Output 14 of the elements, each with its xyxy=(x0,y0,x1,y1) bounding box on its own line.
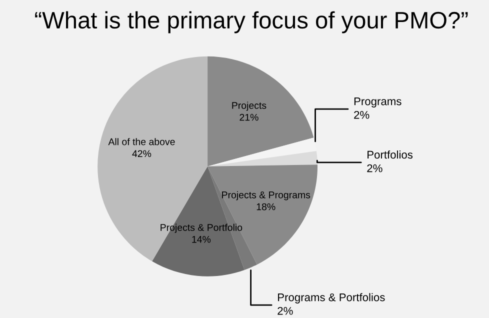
slice-label: Projects & Programs xyxy=(222,191,310,200)
data-label: 21% xyxy=(240,114,258,121)
data-label: 14% xyxy=(192,236,211,243)
slice-label: All of the above xyxy=(108,138,175,146)
chart-title: “What is the primary focus of your PMO?” xyxy=(35,11,468,34)
slice-label: Projects xyxy=(232,102,266,111)
data-label: 42% xyxy=(132,150,152,158)
data-label: 2% xyxy=(354,110,370,119)
data-label: 2% xyxy=(278,306,293,315)
slice-label: Portfolios xyxy=(368,150,413,159)
slice-label: Programs xyxy=(354,98,402,108)
slice-label: Programs & Portfolios xyxy=(278,293,385,304)
data-label: 2% xyxy=(367,164,382,172)
data-label: 18% xyxy=(256,203,276,210)
